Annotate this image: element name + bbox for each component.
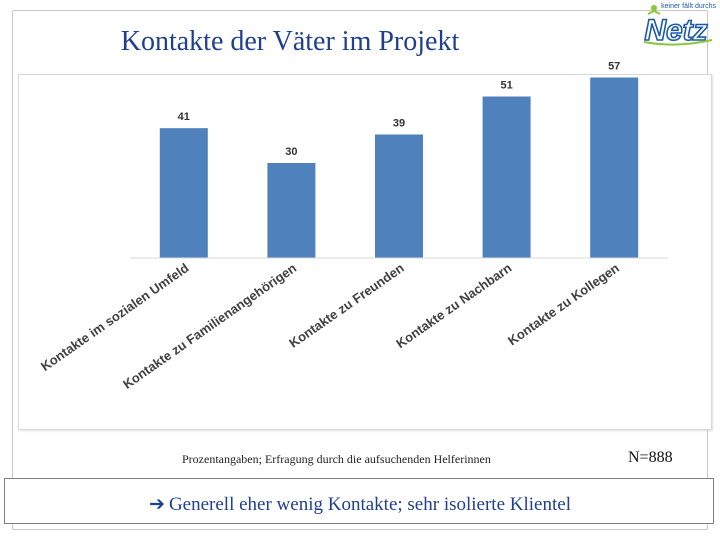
arrow-icon: ➔	[149, 494, 165, 515]
conclusion-line: ➔ Generell eher wenig Kontakte; sehr isol…	[5, 493, 715, 516]
conclusion-text: Generell eher wenig Kontakte; sehr isoli…	[168, 494, 571, 515]
slide-title: Kontakte der Väter im Projekt	[120, 26, 460, 57]
logo-figure-head	[651, 5, 657, 11]
conclusion-box: ➔ Generell eher wenig Kontakte; sehr isol…	[4, 478, 714, 524]
netz-logo-icon: keiner fällt durchs Netz	[643, 3, 717, 48]
sample-size-label: N=888	[628, 449, 673, 466]
logo-figure-arms	[647, 9, 661, 15]
chart-area	[18, 74, 712, 430]
logo-tagline: keiner fällt durchs	[661, 3, 716, 10]
logo-swoosh	[643, 39, 713, 46]
data-source-note: Prozentangaben; Erfragung durch die aufs…	[182, 452, 491, 466]
netz-logo: keiner fällt durchs Netz	[632, 0, 720, 48]
